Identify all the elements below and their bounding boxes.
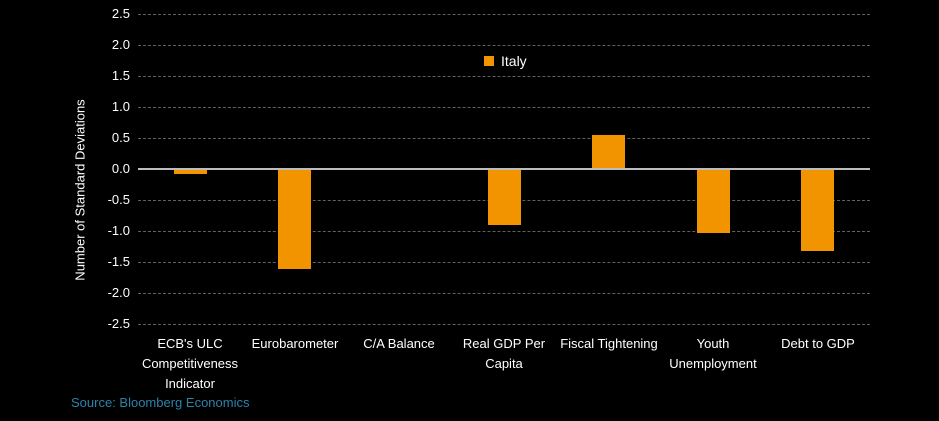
x-category-label-ecb-s-ulc-competitiveness-indicator: ECB's ULC Competitiveness Indicator (141, 336, 239, 391)
bar-eurobarometer (278, 169, 311, 269)
bar-debt-to-gdp (801, 169, 834, 251)
x-category-label-debt-to-gdp: Debt to GDP (781, 336, 855, 351)
y-tick-label--0.5: -0.5 (107, 192, 130, 207)
gridline-2.0 (138, 45, 870, 46)
bar-fiscal-tightening (592, 135, 625, 169)
x-category-label-youth-unemployment: Youth Unemployment (669, 336, 757, 371)
gridline--2.5 (138, 324, 870, 325)
gridline-0.5 (138, 138, 870, 139)
gridline--1.5 (138, 262, 870, 263)
bar-youth-unemployment (697, 169, 730, 233)
y-tick-label-0.5: 0.5 (111, 130, 130, 145)
source-text: Source: Bloomberg Economics (71, 395, 250, 410)
gridline--2.0 (138, 293, 870, 294)
gridline-2.5 (138, 14, 870, 15)
x-category-label-eurobarometer: Eurobarometer (251, 336, 339, 351)
x-category-label-c-a-balance: C/A Balance (363, 336, 435, 351)
bar-ecb-s-ulc-competitiveness-indicator (174, 169, 207, 174)
y-axis-title: Number of Standard Deviations (72, 99, 88, 281)
y-tick-label-2.5: 2.5 (111, 6, 130, 21)
legend-label-italy: Italy (501, 53, 527, 69)
y-tick-label--2.0: -2.0 (107, 285, 130, 300)
y-tick-label-1.5: 1.5 (111, 68, 130, 83)
gridline-1.5 (138, 76, 870, 77)
zero-axis-line (138, 168, 870, 170)
gridline--1.0 (138, 231, 870, 232)
bar-real-gdp-per-capita (488, 169, 521, 225)
legend-swatch-italy (484, 56, 494, 66)
y-tick-label-1.0: 1.0 (111, 99, 130, 114)
x-category-label-real-gdp-per-capita: Real GDP Per Capita (462, 336, 546, 371)
y-tick-label-0.0: 0.0 (111, 161, 130, 176)
x-category-label-fiscal-tightening: Fiscal Tightening (560, 336, 658, 351)
y-tick-label--1.5: -1.5 (107, 254, 130, 269)
y-tick-label-2.0: 2.0 (111, 37, 130, 52)
y-tick-label--1.0: -1.0 (107, 223, 130, 238)
y-tick-label--2.5: -2.5 (107, 316, 130, 331)
gridline-1.0 (138, 107, 870, 108)
legend: Italy (484, 53, 527, 69)
